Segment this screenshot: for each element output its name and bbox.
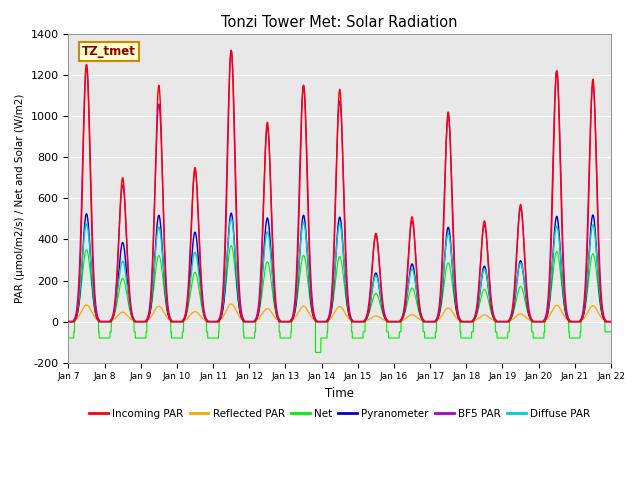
Title: Tonzi Tower Met: Solar Radiation: Tonzi Tower Met: Solar Radiation: [221, 15, 458, 30]
Text: TZ_tmet: TZ_tmet: [82, 45, 136, 58]
Legend: Incoming PAR, Reflected PAR, Net, Pyranometer, BF5 PAR, Diffuse PAR: Incoming PAR, Reflected PAR, Net, Pyrano…: [85, 405, 595, 423]
Y-axis label: PAR (μmol/m2/s) / Net and Solar (W/m2): PAR (μmol/m2/s) / Net and Solar (W/m2): [15, 94, 25, 303]
X-axis label: Time: Time: [325, 387, 354, 400]
